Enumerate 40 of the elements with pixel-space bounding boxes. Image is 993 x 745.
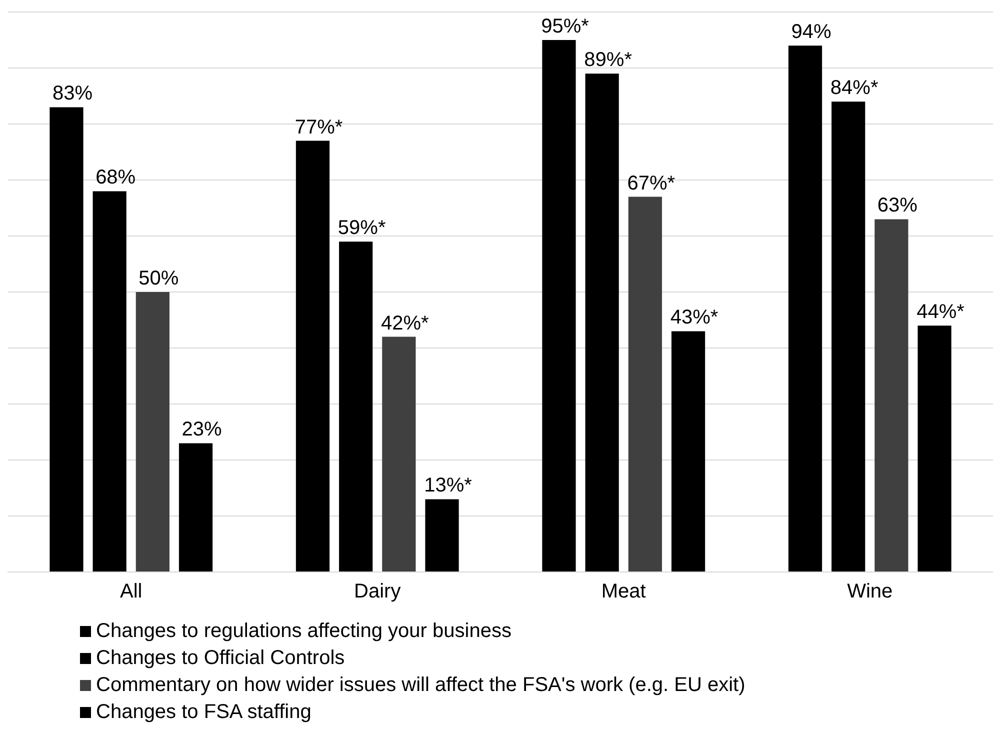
data-label: 84%* — [830, 77, 878, 100]
data-label: 95%* — [541, 16, 590, 38]
data-label: 42%* — [381, 312, 430, 334]
data-label: 63% — [877, 194, 918, 217]
bar — [788, 46, 822, 572]
bar — [874, 219, 908, 572]
bar — [671, 331, 706, 572]
bar — [296, 140, 330, 572]
data-label: 23% — [182, 418, 222, 441]
x-tick-label: Wine — [847, 580, 893, 603]
x-tick-label: Meat — [601, 580, 646, 603]
bar — [136, 292, 170, 572]
data-label: 50% — [138, 268, 179, 290]
bar — [339, 242, 373, 572]
data-label: 77%* — [294, 116, 343, 138]
data-label: 68% — [96, 166, 136, 189]
bar — [178, 443, 213, 572]
data-label: 44%* — [916, 301, 965, 324]
x-tick-label: All — [120, 580, 142, 603]
bar — [918, 326, 952, 572]
legend-label: Changes to Official Controls — [96, 647, 345, 670]
data-label: 43%* — [670, 306, 718, 329]
bar — [628, 196, 662, 572]
data-label: 59%* — [338, 217, 386, 240]
bar — [50, 107, 84, 572]
bar — [585, 74, 619, 572]
legend-label: Changes to regulations affecting your business — [96, 620, 512, 643]
legend-label: Commentary on how wider issues will affect the FSA's work (e.g. EU exit) — [96, 674, 746, 697]
legend-label: Changes to FSA staffing — [96, 701, 312, 724]
bar — [832, 102, 866, 572]
bar — [92, 191, 126, 572]
bar — [382, 336, 416, 572]
bar — [425, 499, 459, 572]
data-label: 94% — [791, 21, 832, 44]
data-label: 89%* — [584, 49, 632, 72]
data-label: 13%* — [424, 474, 472, 497]
data-label: 67%* — [627, 172, 676, 194]
x-tick-label: Dairy — [354, 580, 401, 603]
bar — [542, 40, 576, 572]
data-label: 83% — [52, 82, 93, 105]
